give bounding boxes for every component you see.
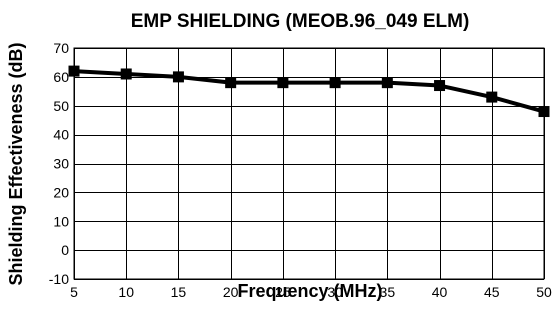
y-tick-label: 30 (53, 156, 69, 172)
x-tick-label: 45 (484, 284, 500, 300)
x-tick-label: 15 (171, 284, 187, 300)
data-point-marker (329, 77, 341, 89)
x-tick-label: 30 (327, 284, 343, 300)
data-point-marker (225, 77, 237, 89)
x-tick-labels: 5 10 15 20 25 30 35 40 45 50 (70, 284, 552, 300)
x-tick-label: 10 (118, 284, 134, 300)
plot-frame (73, 47, 545, 280)
x-tick-label: 50 (536, 284, 552, 300)
data-point-marker (68, 65, 80, 77)
grid-lines (74, 48, 545, 280)
data-point-marker (172, 71, 184, 83)
data-point-marker (486, 91, 498, 103)
data-point-marker (381, 77, 393, 89)
x-axis-title: Frequency (MHz) (237, 281, 382, 301)
y-axis-title: Shielding Effectiveness (dB) (6, 42, 26, 285)
series (68, 65, 550, 118)
y-tick-label: 40 (53, 127, 69, 143)
chart-title: EMP SHIELDING (MEOB.96_049 ELM) (131, 11, 470, 32)
y-tick-label: -10 (49, 271, 69, 287)
data-point-marker (538, 106, 550, 118)
y-tick-label: 20 (53, 184, 69, 200)
y-tick-label: 0 (61, 242, 69, 258)
y-tick-label: 70 (53, 40, 69, 56)
data-point-marker (434, 80, 446, 92)
y-tick-label: 60 (53, 69, 69, 85)
y-tick-labels: 70 60 50 40 30 20 10 0 -10 (49, 40, 69, 287)
x-tick-label: 35 (380, 284, 396, 300)
x-tick-label: 25 (275, 284, 291, 300)
data-point-marker (277, 77, 289, 89)
x-tick-label: 40 (432, 284, 448, 300)
x-tick-label: 5 (70, 284, 78, 300)
y-tick-label: 50 (53, 98, 69, 114)
data-point-marker (120, 68, 132, 80)
y-tick-label: 10 (53, 213, 69, 229)
x-tick-label: 20 (223, 284, 239, 300)
series-line (73, 69, 545, 114)
